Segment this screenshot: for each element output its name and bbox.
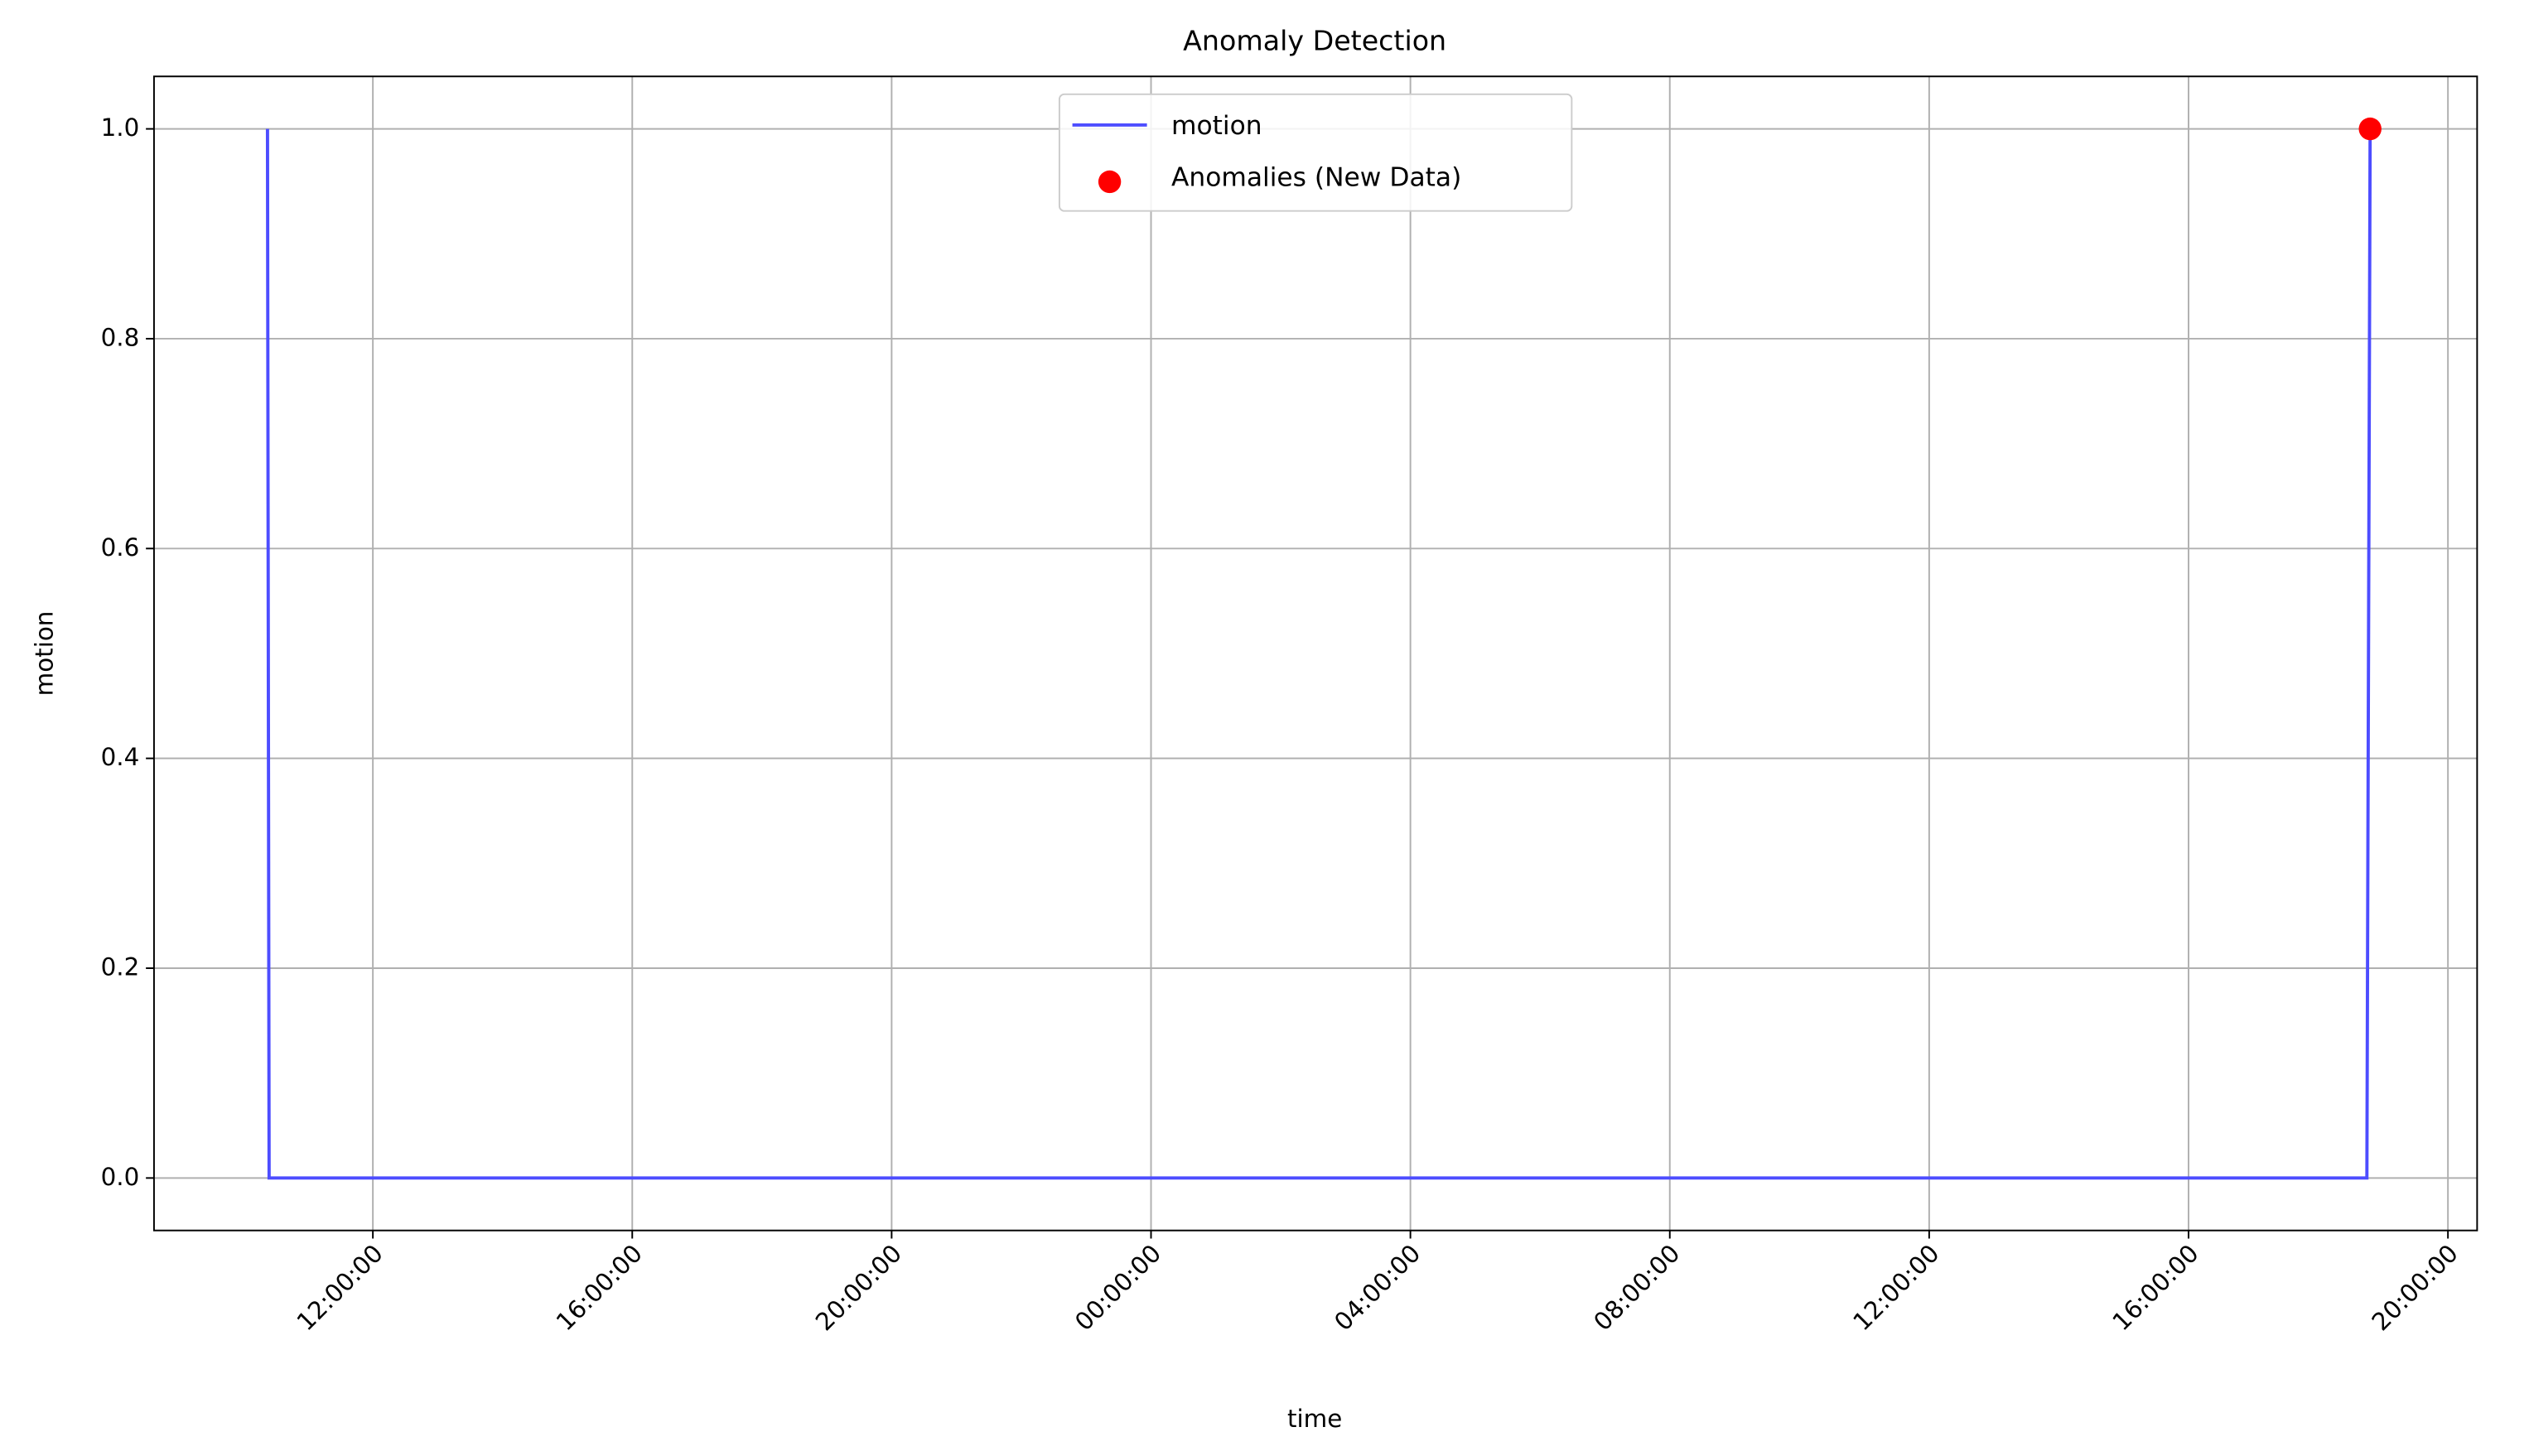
axes-frame (152, 75, 2478, 1232)
legend-box (1058, 93, 1573, 212)
legend-label: Anomalies (New Data) (1171, 163, 1461, 193)
y-tick-label: 0.0 (101, 1163, 140, 1191)
y-tick-label: 0.6 (101, 533, 140, 562)
legend: motion Anomalies (New Data) (1058, 93, 1573, 212)
chart-title: Anomaly Detection (1183, 25, 1446, 57)
y-tick-label: 0.2 (101, 952, 140, 981)
legend-swatch (1098, 170, 1122, 194)
legend-label: motion (1171, 111, 1262, 141)
y-tick-label: 0.8 (101, 323, 140, 351)
anomaly-point (2358, 117, 2382, 141)
x-axis-label: time (1287, 1405, 1342, 1433)
y-tick-label: 1.0 (101, 113, 140, 142)
y-tick-label: 0.4 (101, 743, 140, 771)
y-axis-label: motion (30, 611, 58, 697)
data-line (265, 128, 2372, 1180)
